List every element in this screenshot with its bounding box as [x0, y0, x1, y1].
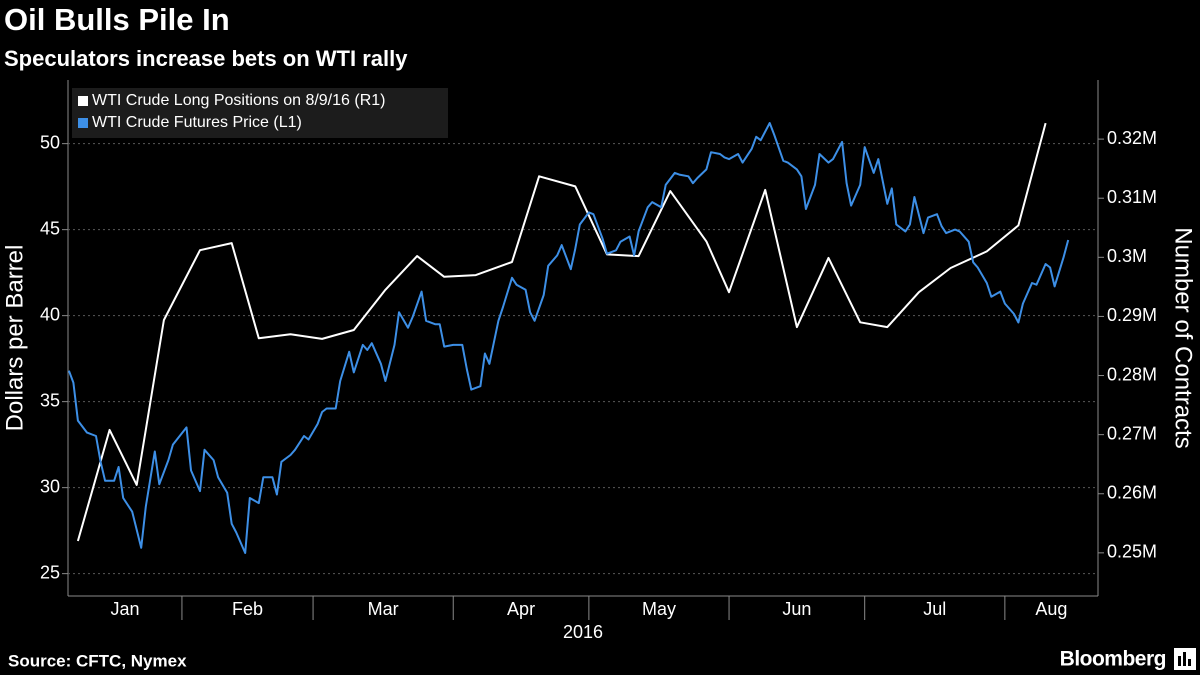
x-axis-title: 2016	[563, 622, 603, 642]
y2-tick-label: 0.29M	[1107, 305, 1157, 325]
y2-tick-label: 0.25M	[1107, 542, 1157, 562]
brand-icon	[1174, 648, 1196, 670]
x-tick-label: May	[642, 599, 676, 619]
y2-tick-label: 0.31M	[1107, 187, 1157, 207]
x-tick-label: Feb	[232, 599, 263, 619]
y2-tick-label: 0.26M	[1107, 482, 1157, 502]
legend-label: WTI Crude Long Positions on 8/9/16 (R1)	[92, 92, 385, 109]
legend-swatch	[78, 118, 88, 128]
y-tick-label: 45	[40, 218, 60, 238]
legend-box	[72, 88, 448, 138]
y2-tick-label: 0.3M	[1107, 246, 1147, 266]
x-tick-label: Mar	[368, 599, 399, 619]
y2-tick-label: 0.32M	[1107, 128, 1157, 148]
x-tick-label: Aug	[1035, 599, 1067, 619]
y-tick-label: 40	[40, 304, 60, 324]
source-note: Source: CFTC, Nymex	[8, 651, 187, 670]
brand: Bloomberg	[1060, 648, 1166, 671]
x-tick-label: Apr	[507, 599, 535, 619]
series-line	[67, 122, 1070, 554]
chart-subtitle: Speculators increase bets on WTI rally	[4, 46, 408, 71]
legend-swatch	[78, 96, 88, 106]
y-tick-label: 30	[40, 476, 60, 496]
x-tick-label: Jul	[923, 599, 946, 619]
y2-tick-label: 0.28M	[1107, 364, 1157, 384]
legend-label: WTI Crude Futures Price (L1)	[92, 114, 302, 131]
legend: WTI Crude Long Positions on 8/9/16 (R1) W…	[72, 88, 448, 138]
series-line	[76, 122, 1047, 542]
y2-tick-label: 0.27M	[1107, 423, 1157, 443]
x-tick-label: Jan	[110, 599, 139, 619]
y-tick-label: 35	[40, 390, 60, 410]
y2-axis-title: Number of Contracts	[1170, 227, 1197, 448]
y-axis-title: Dollars per Barrel	[1, 245, 28, 432]
y-tick-label: 25	[40, 562, 60, 582]
x-tick-label: Jun	[782, 599, 811, 619]
chart-title: Oil Bulls Pile In	[4, 2, 230, 37]
y-tick-label: 50	[40, 132, 60, 152]
